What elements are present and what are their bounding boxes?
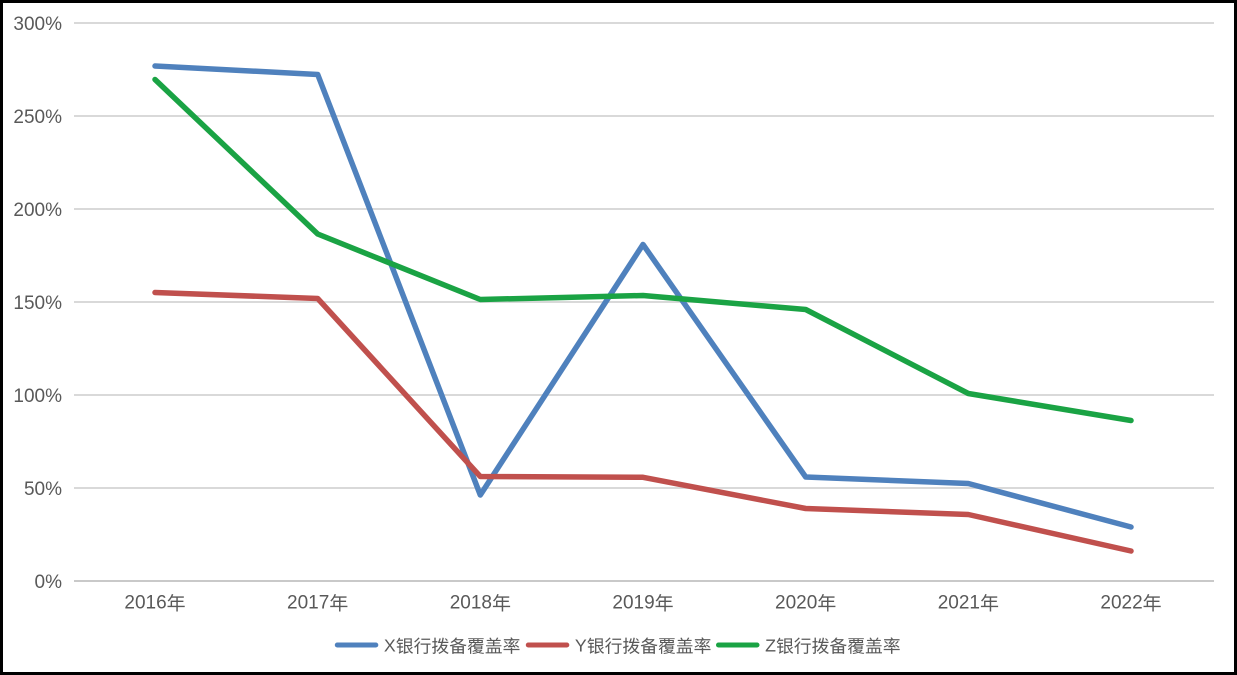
svg-text:2021: 2021 <box>938 593 980 614</box>
svg-text:2017: 2017 <box>287 593 329 614</box>
svg-text:2020: 2020 <box>775 593 817 614</box>
svg-text:300%: 300% <box>13 14 62 35</box>
svg-text:2022: 2022 <box>1100 593 1142 614</box>
svg-text:2019: 2019 <box>612 593 654 614</box>
svg-text:2018: 2018 <box>450 593 492 614</box>
svg-text:0%: 0% <box>35 572 63 593</box>
svg-text:100%: 100% <box>13 386 62 407</box>
svg-text:200%: 200% <box>13 200 62 221</box>
svg-text:X: X <box>384 635 396 655</box>
svg-text:2016: 2016 <box>124 593 166 614</box>
svg-text:250%: 250% <box>13 107 62 128</box>
svg-text:Z: Z <box>765 635 776 655</box>
svg-text:150%: 150% <box>13 293 62 314</box>
svg-text:50%: 50% <box>24 479 62 500</box>
svg-text:Y: Y <box>575 635 587 655</box>
